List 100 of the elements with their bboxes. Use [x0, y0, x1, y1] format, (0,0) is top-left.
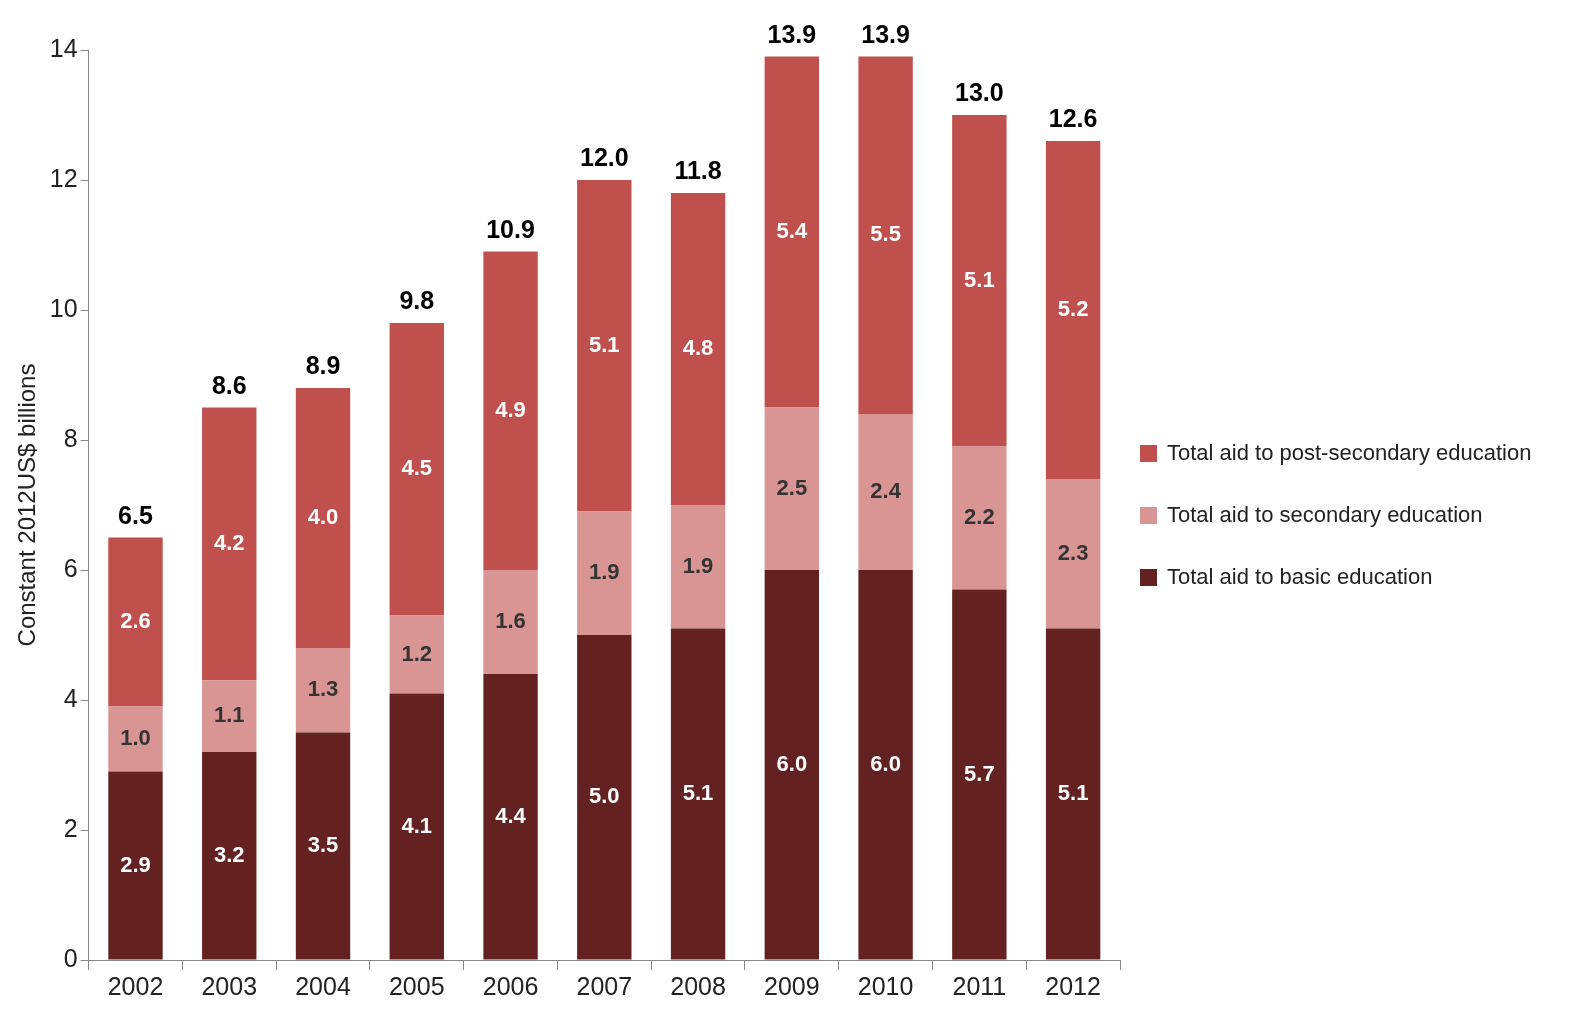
data-label: 4.1 — [401, 812, 433, 838]
data-label: 2.5 — [776, 474, 808, 500]
data-label: 1.6 — [495, 608, 526, 634]
data-label: 2.6 — [120, 608, 151, 634]
total-label: 8.6 — [211, 370, 247, 399]
x-tick-label: 2003 — [201, 971, 258, 1000]
total-label: 9.8 — [399, 286, 435, 315]
bar — [858, 414, 913, 570]
y-tick-label: 6 — [63, 553, 78, 582]
x-tick-label: 2008 — [670, 971, 726, 1000]
bar — [202, 680, 257, 752]
y-tick-label: 4 — [63, 683, 78, 712]
data-label: 4.0 — [307, 504, 339, 530]
bar — [389, 693, 444, 960]
data-label: 5.1 — [682, 780, 714, 806]
data-label: 1.3 — [307, 676, 339, 702]
bar — [295, 648, 351, 733]
bar — [952, 115, 1007, 447]
total-label: 13.0 — [955, 78, 1004, 107]
data-label: 3.2 — [213, 841, 245, 867]
bar — [952, 446, 1007, 590]
x-tick-label: 2010 — [857, 971, 914, 1000]
legend-label: Total aid to basic education — [1167, 564, 1433, 590]
bar — [108, 537, 163, 707]
y-tick-label: 0 — [63, 943, 78, 972]
x-tick-label: 2011 — [952, 971, 1007, 1000]
data-label: 4.9 — [495, 396, 526, 422]
x-tick-label: 2009 — [764, 971, 820, 1000]
x-tick-label: 2006 — [482, 971, 539, 1000]
bar — [295, 388, 351, 648]
data-label: 1.9 — [682, 552, 714, 578]
data-label: 4.5 — [401, 455, 433, 481]
total-label: 13.9 — [861, 19, 910, 48]
data-label: 4.4 — [495, 802, 527, 828]
bar — [670, 193, 726, 505]
data-label: 5.4 — [776, 218, 808, 244]
bar — [483, 570, 538, 674]
bar — [577, 511, 632, 635]
bar — [670, 505, 726, 629]
bar — [1045, 479, 1101, 629]
legend-label: Total aid to post-secondary education — [1167, 440, 1532, 466]
data-label: 1.2 — [401, 640, 433, 666]
data-label: 4.2 — [213, 530, 245, 556]
x-tick-label: 2004 — [295, 971, 351, 1000]
bar — [202, 752, 257, 960]
data-label: 2.4 — [870, 478, 902, 504]
bar — [108, 706, 163, 772]
bar — [108, 771, 163, 960]
data-label: 5.7 — [964, 760, 995, 786]
bar — [295, 732, 351, 960]
total-label: 10.9 — [486, 214, 535, 243]
bar — [389, 323, 444, 616]
y-axis-title: Constant 2012US$ billions — [13, 363, 41, 647]
x-tick-label: 2012 — [1045, 971, 1101, 1000]
bar — [1045, 628, 1101, 960]
data-label: 6.0 — [870, 750, 901, 776]
legend-label: Total aid to secondary education — [1167, 502, 1483, 528]
total-label: 13.9 — [767, 19, 817, 48]
data-label: 5.5 — [870, 221, 901, 247]
data-label: 1.0 — [120, 725, 151, 751]
x-tick-label: 2005 — [388, 971, 445, 1000]
total-label: 12.6 — [1048, 104, 1098, 133]
data-label: 1.9 — [589, 559, 620, 585]
y-tick-label: 2 — [63, 813, 78, 842]
total-label: 11.8 — [674, 156, 722, 185]
bar — [577, 180, 632, 512]
bar — [858, 570, 913, 960]
total-label: 6.5 — [118, 500, 153, 529]
bar — [764, 570, 820, 960]
bar — [577, 635, 632, 960]
bar — [483, 674, 538, 960]
y-tick-label: 10 — [49, 293, 78, 322]
data-label: 3.5 — [307, 832, 339, 858]
bar — [764, 56, 820, 408]
data-label: 2.2 — [964, 504, 995, 530]
bar — [389, 615, 444, 694]
data-label: 2.3 — [1057, 539, 1089, 565]
bar — [952, 589, 1007, 960]
data-label: 4.8 — [682, 335, 714, 361]
total-label: 12.0 — [579, 143, 629, 172]
data-label: 5.0 — [589, 783, 620, 809]
data-label: 6.0 — [776, 750, 808, 776]
bar — [670, 628, 726, 960]
data-label: 2.9 — [120, 851, 151, 877]
x-tick-label: 2007 — [576, 971, 633, 1000]
bar — [483, 251, 538, 570]
data-label: 5.1 — [964, 266, 995, 292]
x-tick-label: 2002 — [107, 971, 164, 1000]
y-tick-label: 8 — [63, 423, 78, 452]
data-label: 5.1 — [1057, 780, 1089, 806]
bar — [202, 407, 257, 681]
y-tick-label: 14 — [49, 33, 78, 62]
data-label: 5.2 — [1057, 296, 1089, 322]
bar — [858, 56, 913, 414]
bar — [764, 407, 820, 570]
bar — [1045, 141, 1101, 479]
data-label: 5.1 — [589, 331, 620, 357]
total-label: 8.9 — [305, 351, 341, 380]
y-tick-label: 12 — [49, 163, 78, 192]
data-label: 1.1 — [213, 702, 245, 728]
